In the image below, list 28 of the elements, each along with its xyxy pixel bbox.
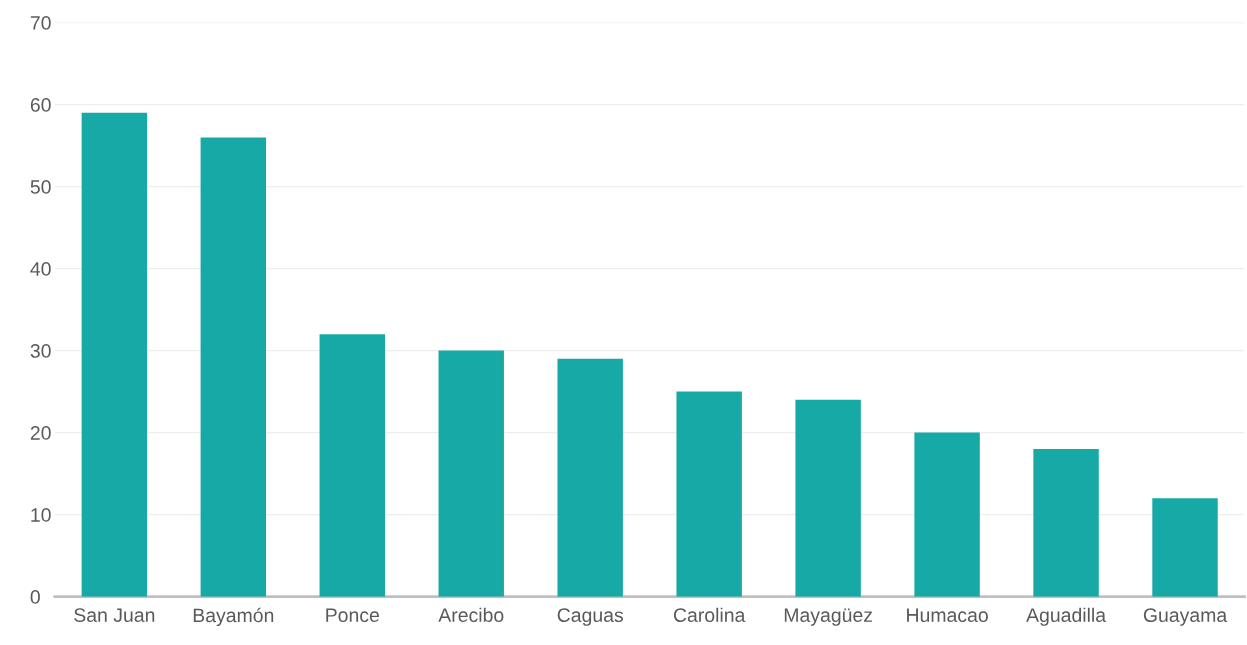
y-tick-label: 50 xyxy=(30,180,51,194)
y-tick-label: 20 xyxy=(30,426,51,440)
bar xyxy=(795,399,861,597)
x-tick-label: Arecibo xyxy=(438,607,504,623)
x-tick-label: Caguas xyxy=(557,608,624,626)
bar xyxy=(914,432,980,597)
x-tick-label: Mayagüez xyxy=(784,608,873,626)
x-tick-label: Guayama xyxy=(1143,608,1228,626)
x-tick-label: Bayamón xyxy=(193,607,274,627)
y-tick-label: 60 xyxy=(30,98,51,112)
y-tick-label: 10 xyxy=(31,508,51,522)
bar xyxy=(1152,498,1218,597)
bar xyxy=(200,137,267,597)
x-tick-label: Ponce xyxy=(326,608,379,623)
bar xyxy=(676,391,742,597)
bar xyxy=(319,334,385,597)
y-tick-label: 30 xyxy=(30,344,51,358)
x-tick-label: San Juan xyxy=(74,608,155,623)
y-tick-label: 0 xyxy=(30,590,40,604)
bar xyxy=(1033,449,1099,597)
x-tick-label: Humacao xyxy=(907,608,988,623)
bar xyxy=(81,112,148,597)
y-tick-label: 40 xyxy=(30,262,51,276)
bar xyxy=(438,350,504,597)
x-tick-label: Aguadilla xyxy=(1026,607,1107,626)
x-tick-label: Carolina xyxy=(673,607,746,623)
y-tick-label: 70 xyxy=(30,16,51,30)
bar xyxy=(557,358,623,597)
